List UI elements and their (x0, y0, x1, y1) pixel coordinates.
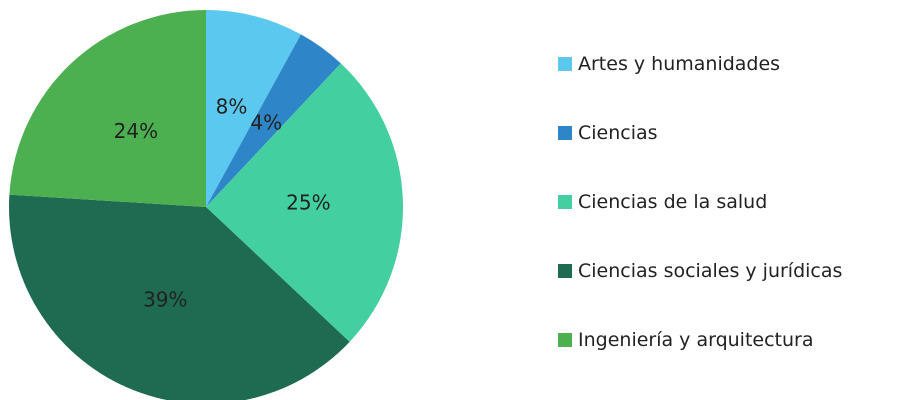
pie-slice (206, 34, 341, 207)
legend-item: Ciencias (558, 121, 658, 146)
data-label: 25% (286, 190, 330, 214)
data-label: 4% (250, 111, 282, 135)
legend-label: Ciencias sociales y jurídicas (578, 260, 843, 282)
data-label: 8% (216, 94, 248, 118)
legend-swatch (558, 264, 572, 278)
legend-swatch (558, 57, 572, 71)
pie-slice (9, 194, 350, 400)
legend-item: Ingeniería y arquitectura (558, 328, 814, 353)
legend-label: Artes y humanidades (578, 53, 781, 75)
legend-swatch (558, 333, 572, 347)
legend-item: Ciencias de la salud (558, 190, 767, 215)
legend-item: Artes y humanidades (558, 52, 780, 77)
legend-swatch (558, 195, 572, 209)
legend: Artes y humanidades Ciencias Ciencias de l… (558, 0, 908, 400)
pie-slice (206, 63, 403, 342)
legend-label: Ciencias de la salud (578, 191, 768, 213)
chart: 8%4% 25% 39% 24% (9, 10, 403, 400)
data-label: 39% (143, 288, 187, 312)
legend-swatch (558, 126, 572, 140)
pie-slice (206, 10, 301, 207)
pie-slice (9, 10, 207, 207)
legend-label: Ciencias (578, 122, 658, 144)
legend-label: Ingeniería y arquitectura (578, 329, 814, 351)
legend-item: Ciencias sociales y jurídicas (558, 259, 842, 284)
data-label: 24% (114, 119, 158, 143)
